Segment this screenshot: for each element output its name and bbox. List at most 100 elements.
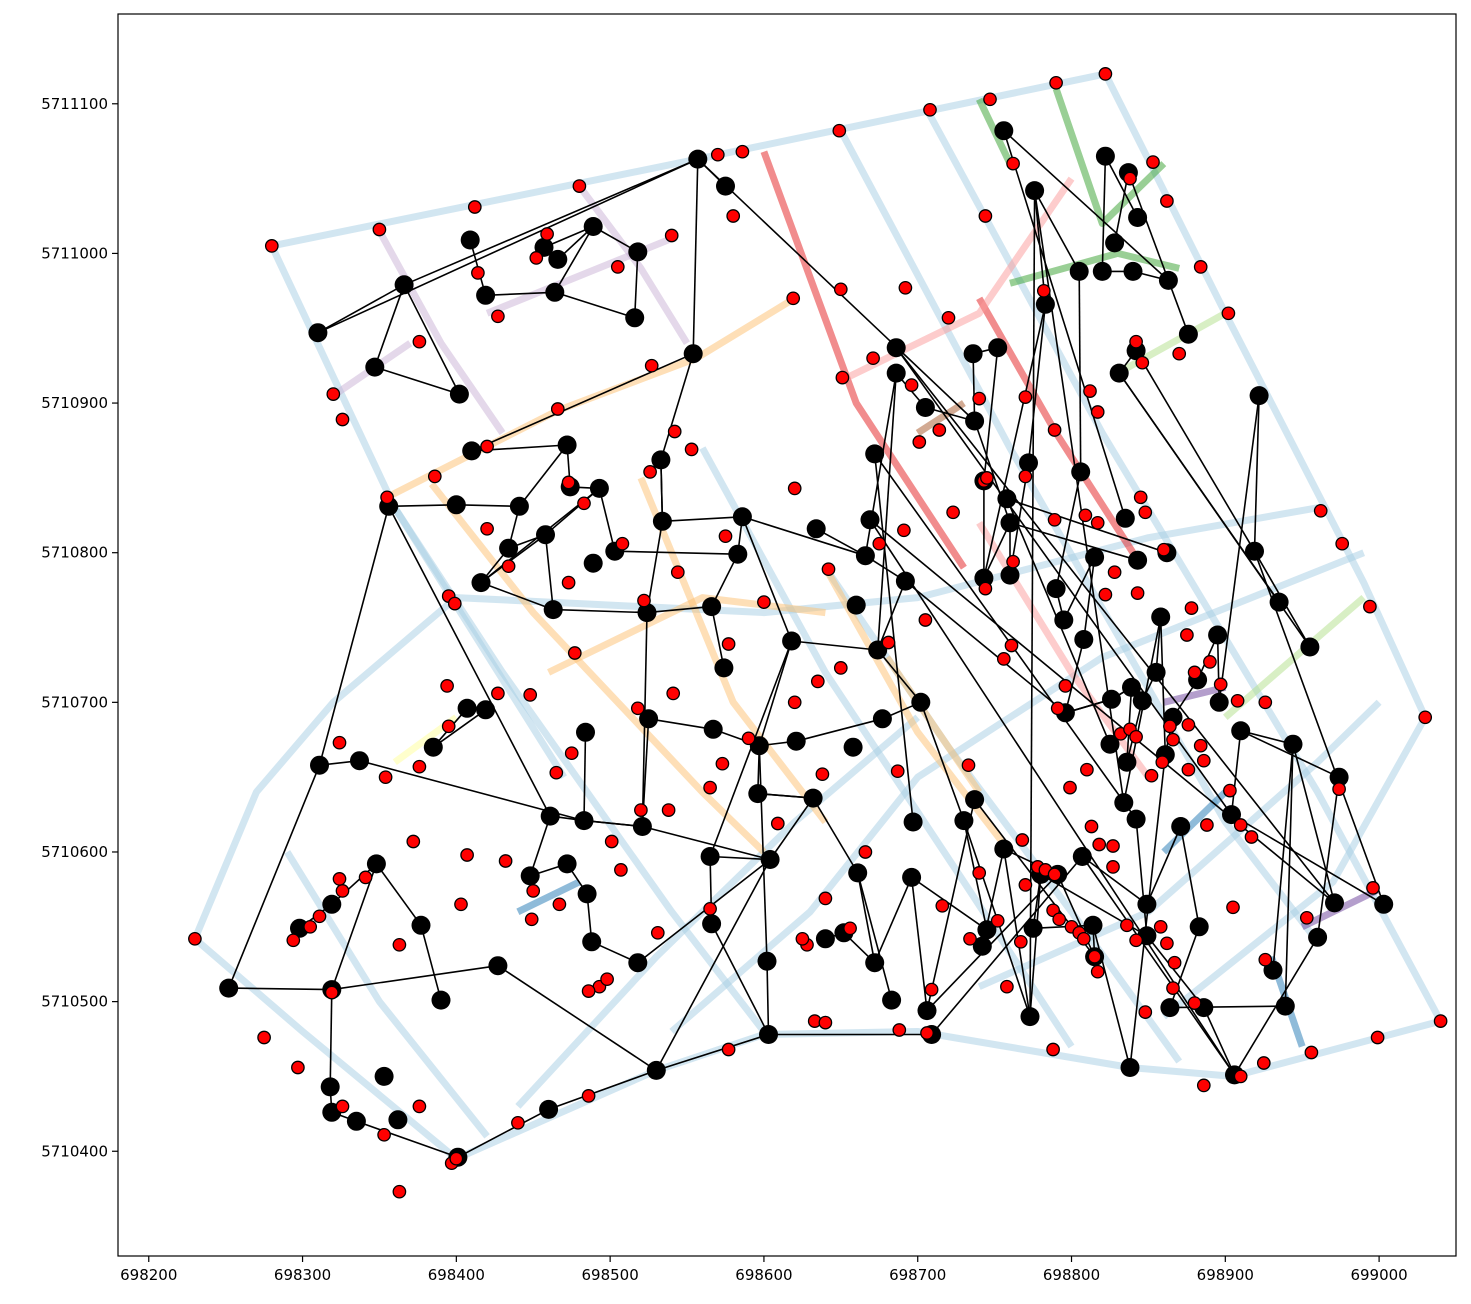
graph-node — [219, 978, 239, 998]
stop-point — [529, 251, 544, 265]
stop-point — [377, 1127, 391, 1142]
graph-edge — [904, 580, 1066, 714]
graph-edge — [983, 304, 1047, 579]
graph-node — [1100, 734, 1120, 754]
stop-point — [833, 282, 848, 297]
graph-edge — [317, 158, 699, 334]
graph-edge — [583, 819, 643, 828]
stop-point — [447, 596, 462, 611]
graph-node — [1171, 817, 1191, 836]
stop-point — [890, 764, 905, 779]
stop-point — [610, 260, 625, 274]
stop-point — [972, 866, 987, 880]
graph-node — [548, 249, 568, 269]
graph-edge — [876, 373, 897, 651]
graph-node — [1000, 565, 1020, 585]
graph-node — [997, 489, 1017, 509]
stop-point — [920, 1026, 934, 1040]
graph-node — [895, 571, 915, 591]
graph-edge — [742, 516, 866, 557]
graph-edge — [873, 877, 913, 964]
plot-area — [188, 67, 1448, 1199]
stop-point — [644, 358, 659, 373]
graph-edge — [331, 863, 378, 990]
graph-node — [1160, 998, 1180, 1018]
street-segment — [760, 150, 967, 570]
graph-node — [536, 525, 555, 545]
stop-point — [1187, 996, 1202, 1010]
graph-node — [540, 806, 560, 826]
stop-point — [935, 898, 950, 913]
street-segment — [284, 850, 490, 1139]
street-segment — [669, 549, 1366, 1035]
y-tick-label: 5710600 — [41, 843, 108, 861]
stop-point — [491, 309, 505, 324]
stop-point — [637, 593, 651, 608]
stop-point — [1129, 933, 1143, 948]
graph-edge — [791, 640, 878, 651]
graph-edge — [1104, 155, 1139, 218]
stop-point — [412, 1099, 427, 1114]
street-segment — [1161, 715, 1429, 1020]
graph-node — [499, 538, 519, 558]
graph-node — [394, 275, 414, 295]
graph-node — [1122, 677, 1141, 697]
x-axis: 698200 698300 698400 698500 698600 698700 6988… — [120, 1256, 1408, 1284]
stop-point — [1092, 837, 1107, 852]
stop-point — [454, 897, 468, 912]
graph-node — [446, 495, 466, 515]
graph-node — [411, 915, 431, 935]
graph-node — [1325, 893, 1344, 913]
stop-point — [1418, 710, 1433, 725]
graph-edge — [554, 291, 635, 319]
graph-node — [988, 338, 1008, 358]
stop-point — [1090, 515, 1105, 530]
graph-edge — [692, 159, 699, 354]
stop-point — [858, 845, 873, 859]
stop-point — [332, 872, 347, 886]
stop-point — [264, 239, 279, 253]
stop-point — [835, 370, 850, 385]
graph-node — [911, 692, 931, 712]
graph-node — [703, 719, 723, 739]
stop-point — [1047, 867, 1062, 882]
graph-node — [1123, 261, 1143, 281]
stop-point — [786, 291, 801, 306]
graph-node — [557, 854, 577, 874]
y-tick-label: 5710800 — [41, 544, 108, 562]
graph-edge — [374, 366, 460, 395]
stop-point — [1078, 508, 1093, 523]
stop-point — [787, 481, 802, 496]
graph-edge — [387, 505, 551, 817]
graph-node — [1245, 541, 1264, 561]
stop-point — [188, 931, 202, 946]
stop-point — [735, 144, 750, 159]
street-segment — [1052, 87, 1167, 227]
x-tick-label: 698800 — [1043, 1266, 1100, 1284]
graph-node — [628, 242, 648, 262]
graph-node — [860, 510, 880, 530]
graph-node — [1109, 363, 1129, 383]
stop-point — [303, 919, 318, 934]
stop-point — [460, 848, 474, 862]
graph-edge — [1003, 130, 1127, 519]
graph-edge — [642, 825, 771, 861]
stop-point — [897, 523, 911, 538]
stop-point — [441, 719, 456, 734]
graph-node — [652, 511, 672, 531]
x-tick-label: 698700 — [889, 1266, 946, 1284]
stop-point — [1138, 505, 1153, 520]
graph-edge — [497, 965, 657, 1072]
stop-point — [670, 565, 685, 580]
graph-node — [865, 953, 885, 973]
stop-point — [770, 816, 785, 831]
stop-point — [1221, 306, 1236, 321]
graph-edge — [544, 534, 554, 610]
graph-node — [1023, 918, 1043, 938]
graph-edge — [518, 444, 568, 507]
stop-point — [1181, 717, 1196, 732]
graph-edge — [1081, 856, 1236, 1076]
street-segment — [376, 229, 506, 435]
stop-point — [1433, 1014, 1448, 1028]
